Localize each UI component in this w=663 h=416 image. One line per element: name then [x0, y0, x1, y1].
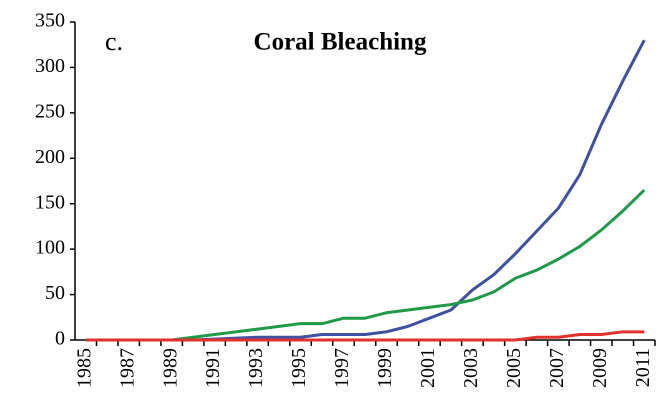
panel-label: c.	[105, 27, 123, 56]
x-tick-label: 1993	[245, 348, 267, 388]
y-tick-label: 350	[35, 10, 65, 32]
series-line	[85, 39, 646, 342]
series-line	[85, 189, 646, 342]
x-tick-label: 2007	[546, 348, 568, 388]
x-tick-label: 2009	[589, 348, 611, 388]
series-line	[85, 330, 645, 342]
x-tick-label: 1995	[288, 348, 310, 388]
y-tick-label: 0	[55, 328, 65, 350]
y-tick-label: 150	[35, 191, 65, 213]
x-tick-label: 1997	[331, 348, 353, 388]
x-tick-label: 1989	[159, 348, 181, 388]
y-tick-label: 50	[45, 282, 65, 304]
y-tick-label: 100	[35, 237, 65, 259]
y-tick-label: 300	[35, 55, 65, 77]
y-tick-label: 250	[35, 100, 65, 122]
chart-title: Coral Bleaching	[254, 29, 427, 56]
x-tick-label: 1999	[374, 348, 396, 388]
x-tick-label: 2001	[417, 348, 439, 388]
x-tick-label: 1987	[116, 348, 138, 388]
x-tick-label: 2003	[460, 348, 482, 388]
x-tick-label: 2011	[632, 348, 654, 387]
y-tick-label: 200	[35, 146, 65, 168]
x-tick-label: 1985	[73, 348, 95, 388]
x-tick-label: 2005	[503, 348, 525, 388]
x-tick-label: 1991	[202, 348, 224, 388]
